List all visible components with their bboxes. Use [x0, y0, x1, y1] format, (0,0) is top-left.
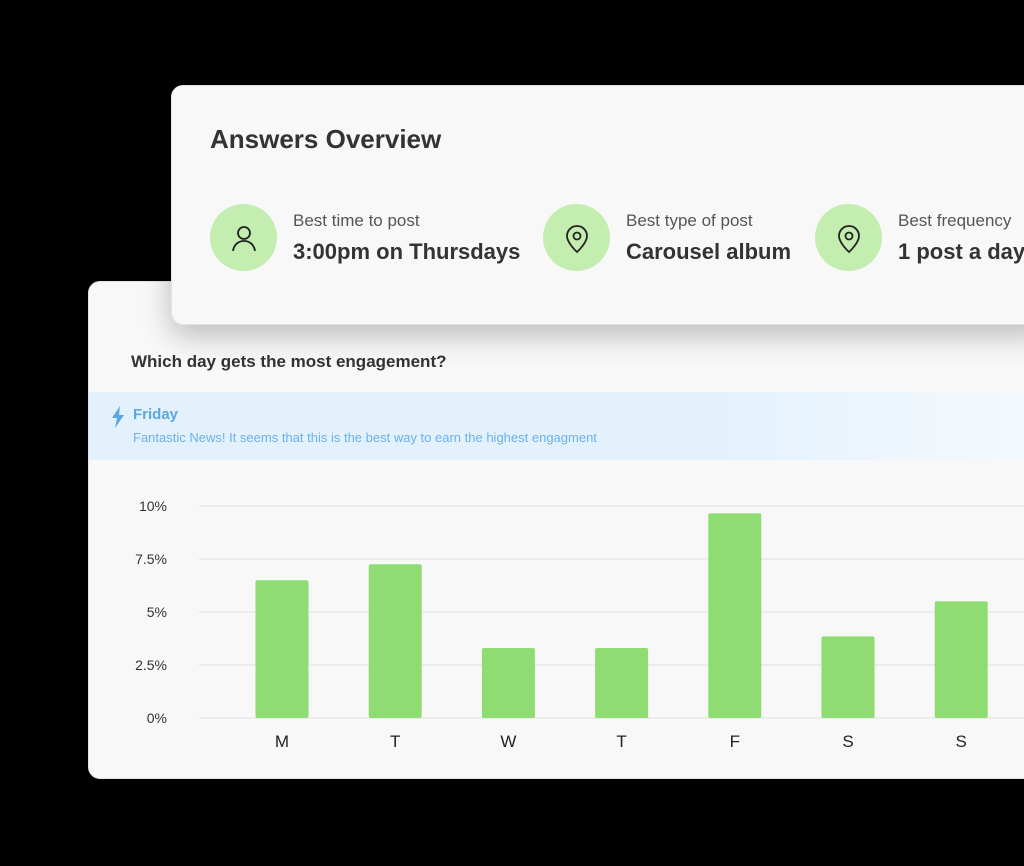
y-tick-label: 7.5%: [135, 551, 167, 567]
best-day-banner: Friday Fantastic News! It seems that thi…: [89, 392, 1024, 460]
y-tick-label: 5%: [147, 604, 167, 620]
stat-label: Best type of post: [626, 210, 753, 230]
bar-4: [708, 513, 762, 718]
user-icon: [210, 204, 277, 271]
engagement-question: Which day gets the most engagement?: [131, 352, 447, 371]
y-tick-label: 10%: [139, 498, 167, 514]
y-tick-label: 2.5%: [135, 657, 167, 673]
bar-1: [368, 564, 422, 718]
stat-label: Best time to post: [293, 210, 420, 230]
bar-3: [595, 648, 649, 718]
x-tick-label: W: [500, 732, 516, 751]
engagement-bar-chart: 0% 2.5% 5% 7.5% 10% M T W T F S S: [135, 498, 1024, 751]
x-tick-label: S: [842, 732, 853, 751]
stat-best-time: Best time to post 3:00pm on Thursdays: [210, 204, 520, 271]
x-tick-label: S: [956, 732, 967, 751]
bar-6: [934, 601, 988, 718]
x-tick-label: M: [275, 732, 289, 751]
stat-best-type: Best type of post Carousel album: [543, 204, 791, 271]
x-tick-label: F: [730, 732, 740, 751]
engagement-card: Which day gets the most engagement? Frid…: [88, 281, 1024, 779]
bar-0: [255, 580, 309, 718]
stat-value: Carousel album: [626, 238, 792, 264]
overview-title: Answers Overview: [210, 124, 442, 154]
bar-2: [481, 648, 535, 718]
bar-5: [821, 636, 875, 718]
lightning-icon: [112, 406, 124, 428]
stat-label: Best frequency: [898, 210, 1012, 230]
stat-value: 1 post a day: [898, 238, 1024, 264]
banner-title: Friday: [133, 406, 179, 423]
x-tick-label: T: [390, 732, 400, 751]
answers-overview-card: Answers Overview Best time to post 3:00pm…: [171, 85, 1024, 325]
y-tick-label: 0%: [147, 710, 167, 726]
stat-best-frequency: Best frequency 1 post a day: [815, 204, 1024, 271]
x-tick-label: T: [616, 732, 626, 751]
stat-value: 3:00pm on Thursdays: [293, 238, 521, 264]
banner-message: Fantastic News! It seems that this is th…: [133, 430, 597, 445]
location-pin-icon: [543, 204, 610, 271]
location-pin-icon: [815, 204, 882, 271]
